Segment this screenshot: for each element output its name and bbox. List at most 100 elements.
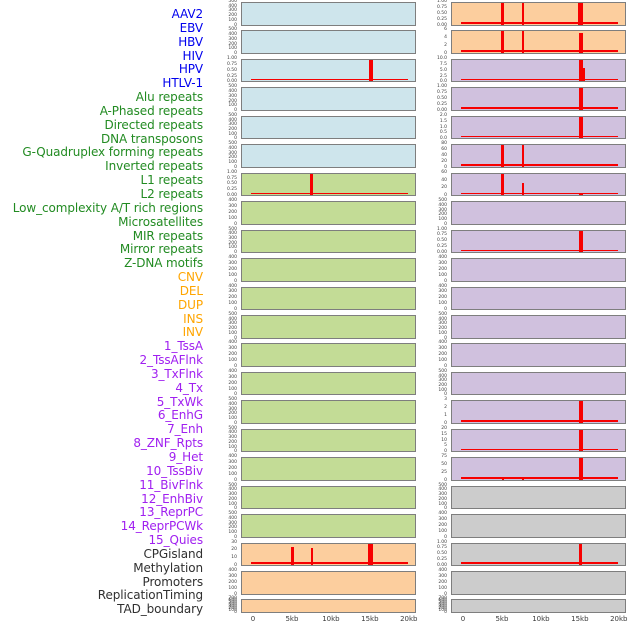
y-tick-label: 300: [228, 434, 237, 440]
y-tick-label: 0: [234, 591, 237, 597]
y-tick-label: 0.0: [439, 136, 447, 142]
y-tick-label: 0: [234, 477, 237, 483]
y-tick-label: 0.75: [436, 232, 447, 238]
y-tick-label: 100: [438, 501, 447, 507]
y-tick-label: 0: [234, 449, 237, 455]
x-tick-label: 20kb: [610, 615, 628, 623]
y-tick-label: 100: [228, 46, 237, 52]
track-panel: [241, 229, 416, 254]
y-tick-label: 200: [438, 606, 447, 612]
y-tick-label: 3: [444, 397, 447, 403]
density-spike: [578, 458, 583, 480]
y-tick-label: 400: [228, 231, 237, 237]
y-tick-label: 400: [228, 3, 237, 9]
y-tick-label: 0: [234, 610, 237, 616]
track-panel: [241, 371, 416, 396]
density-baseline: [461, 477, 618, 479]
x-axis-left: 0 5kb 10kb 15kb 20kb: [241, 615, 418, 628]
track-panel: [241, 201, 416, 225]
y-tick-label: 200: [228, 325, 237, 331]
y-tick-label: 100: [228, 102, 237, 108]
track-label: 2_TssAFlnk: [139, 353, 204, 368]
track-panel: [241, 400, 416, 424]
y-tick-label: 100: [438, 330, 447, 336]
track-panel: [451, 343, 626, 367]
track-panel: [451, 115, 626, 140]
y-tick-label: 100: [228, 444, 237, 450]
y-tick-label: 0.50: [436, 95, 447, 101]
track-label: HPV: [178, 62, 203, 77]
y-tick-label: 0.0: [439, 79, 447, 85]
density-baseline: [251, 562, 408, 565]
y-tick-label: 0.50: [226, 181, 237, 187]
y-tick-label: 5.0: [439, 67, 447, 73]
y-tick-label: 200: [228, 351, 237, 357]
y-axis-ticks: 400 300 200 100 0: [201, 369, 239, 397]
track-panel: [241, 58, 416, 83]
y-tick-label: 200: [228, 606, 237, 612]
y-tick-label: 100: [228, 501, 237, 507]
y-tick-label: 20: [441, 185, 447, 191]
y-tick-label: 20: [441, 158, 447, 164]
y-tick-label: 100: [438, 608, 447, 614]
y-axis-ticks: 400 300 200 100 0: [201, 340, 239, 369]
y-tick-label: 300: [438, 321, 447, 327]
density-baseline: [461, 107, 618, 109]
track-panel: [451, 514, 626, 538]
x-tick-label: 5kb: [285, 615, 299, 623]
y-tick-label: 0: [234, 534, 237, 540]
y-axis-ticks: 10.0 7.5 5.0 2.5 0.0: [411, 56, 449, 85]
density-spike: [578, 3, 584, 25]
track-panel: [241, 258, 416, 282]
y-tick-label: 400: [228, 602, 237, 608]
y-tick-label: 400: [438, 487, 447, 493]
y-tick-label: 0: [234, 562, 237, 568]
y-tick-label: 0.75: [226, 175, 237, 181]
track-label: Low_complexity A/T rich regions: [12, 200, 203, 215]
y-tick-label: 50: [441, 461, 447, 467]
y-tick-label: 100: [228, 330, 237, 336]
track-label: 5_TxWk: [156, 394, 203, 409]
y-axis-ticks: 500 400 300 200 100 0: [201, 511, 239, 540]
track-panel: [451, 371, 626, 396]
track-panel: [451, 428, 626, 453]
track-label: INV: [182, 325, 204, 340]
y-axis-ticks: 400 300 200 100 0: [411, 511, 449, 540]
y-axis-ticks: 500 400 300 200 100 0: [201, 141, 239, 169]
density-spike: [578, 230, 583, 253]
y-tick-label: 200: [228, 209, 237, 215]
y-tick-label: 500: [438, 197, 447, 203]
track-panel: [451, 229, 626, 254]
y-tick-label: 0.50: [226, 67, 237, 73]
density-spike: [522, 145, 525, 167]
y-tick-label: 0: [444, 193, 447, 199]
y-tick-label: 200: [438, 496, 447, 502]
y-axis-ticks: 500 400 300 200 100 0: [201, 312, 239, 340]
y-tick-label: 100: [228, 529, 237, 535]
y-tick-label: 200: [228, 126, 237, 132]
y-tick-label: 300: [228, 203, 237, 209]
y-tick-label: 200: [438, 266, 447, 272]
y-tick-label: 0.25: [436, 556, 447, 562]
y-tick-label: 500: [228, 482, 237, 488]
y-tick-label: 0.75: [436, 545, 447, 551]
y-tick-label: 300: [228, 289, 237, 295]
y-tick-label: 60: [441, 169, 447, 175]
density-baseline: [461, 135, 618, 138]
y-tick-label: 6: [444, 27, 447, 33]
y-tick-label: 0: [444, 164, 447, 170]
y-tick-label: 200: [228, 465, 237, 471]
track-panel: [241, 457, 416, 481]
y-tick-label: 0: [444, 534, 447, 540]
track-label-list: AAV2 EBV HBV HIV HPV HTLV-1 Alu repeats A-Phase…: [0, 7, 205, 617]
y-tick-label: 100: [228, 17, 237, 23]
y-axis-ticks: 500 400 300 200 100 0: [201, 482, 239, 511]
density-baseline: [251, 192, 408, 195]
y-axis-ticks: 400 300 200 100 0: [411, 255, 449, 283]
y-tick-label: 400: [228, 340, 237, 346]
density-spike: [368, 59, 374, 82]
y-tick-label: 0: [444, 392, 447, 398]
density-spike: [578, 193, 583, 196]
y-tick-label: 300: [438, 378, 447, 384]
y-tick-label: 5: [444, 443, 447, 449]
